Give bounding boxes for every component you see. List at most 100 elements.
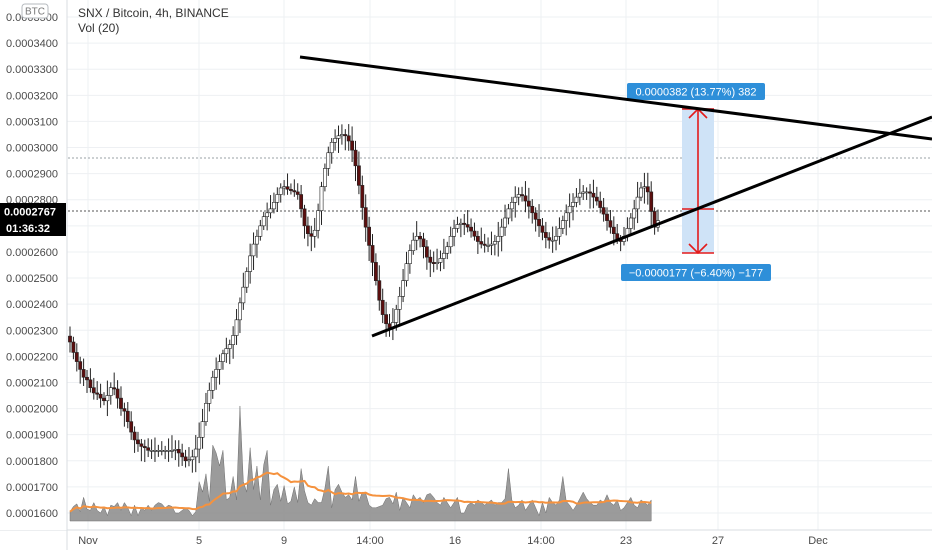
candle-bearish: [119, 397, 123, 409]
candle-bullish: [571, 202, 575, 207]
candle-bullish: [227, 344, 232, 349]
symbol-title[interactable]: SNX / Bitcoin, 4h, BINANCE: [78, 6, 229, 20]
candle-bearish: [537, 219, 541, 227]
price-tick-label: 0.0001900: [6, 430, 58, 442]
candle-bullish: [340, 134, 344, 137]
candle-bullish: [441, 252, 446, 259]
candle-bearish: [649, 191, 654, 212]
candle-bearish: [176, 449, 181, 454]
candle-bearish: [523, 195, 528, 202]
candle-bullish: [414, 235, 419, 241]
candle-bearish: [343, 134, 348, 137]
candle-bullish: [550, 239, 555, 242]
candle-bullish: [564, 212, 569, 221]
measure-upper-label-bg: [627, 83, 765, 100]
lower-trendline[interactable]: [371, 115, 932, 338]
volume-area: [69, 405, 652, 522]
candle-bullish: [207, 390, 212, 404]
candle-bullish: [401, 280, 405, 297]
candle-bullish: [336, 135, 341, 139]
candle-bearish: [428, 256, 433, 263]
price-tick-label: 0.0002100: [6, 377, 58, 389]
candle-bullish: [108, 387, 113, 396]
candle-bearish: [384, 314, 388, 325]
candles-layer: [68, 124, 660, 473]
candle-bearish: [112, 387, 117, 390]
volume-indicator-label[interactable]: Vol (20): [78, 21, 119, 35]
candle-bullish: [503, 217, 507, 228]
candle-bearish: [598, 200, 603, 208]
candle-bullish: [574, 196, 579, 203]
candle-bullish: [156, 450, 161, 452]
candle-bullish: [251, 243, 256, 257]
countdown-badge: [0, 220, 66, 236]
last-price-badge: [0, 203, 66, 220]
candle-bullish: [329, 142, 334, 154]
candle-bearish: [645, 186, 650, 193]
price-tick-label: 0.0001800: [6, 456, 58, 468]
candle-bearish: [180, 452, 185, 458]
candle-bullish: [452, 228, 456, 237]
time-axis-bg: [0, 530, 932, 550]
candle-bearish: [302, 208, 307, 227]
candle-bearish: [594, 196, 599, 202]
candle-bearish: [424, 246, 429, 258]
candle-bullish: [513, 196, 518, 203]
candle-bullish: [438, 258, 443, 263]
candle-bullish: [170, 450, 174, 452]
candle-bearish: [129, 421, 134, 433]
candle-bullish: [190, 456, 195, 461]
candle-bullish: [554, 235, 558, 241]
time-tick-label: 16: [449, 535, 461, 547]
candle-bearish: [142, 446, 147, 449]
candle-bullish: [173, 449, 178, 451]
currency-badge-label: BTC: [25, 7, 45, 18]
candle-bullish: [458, 222, 463, 225]
candle-bearish: [183, 456, 188, 462]
candle-bearish: [465, 224, 470, 228]
candle-bullish: [197, 436, 202, 450]
candle-bullish: [231, 335, 236, 345]
upper-trendline[interactable]: [299, 55, 932, 141]
candle-bullish: [397, 296, 402, 310]
candle-bearish: [363, 207, 368, 228]
candle-bullish: [639, 187, 643, 198]
candle-bullish: [105, 395, 110, 402]
candle-bearish: [588, 191, 592, 194]
price-tick-label: 0.0003400: [6, 38, 58, 50]
candle-bearish: [377, 280, 382, 301]
candle-bullish: [268, 208, 273, 214]
time-tick-label: 9: [281, 535, 287, 547]
candle-bearish: [136, 439, 140, 445]
candle-bearish: [431, 262, 436, 264]
time-tick-label: 5: [196, 535, 202, 547]
candle-countdown: 01:36:32: [6, 223, 50, 235]
candle-bullish: [489, 243, 494, 246]
candle-bearish: [78, 361, 83, 370]
candle-bullish: [642, 186, 647, 189]
candle-bearish: [373, 262, 378, 281]
candle-bearish: [122, 408, 127, 412]
candle-bullish: [316, 210, 321, 231]
time-tick-label: Nov: [78, 535, 98, 547]
price-tick-label: 0.0002300: [6, 325, 58, 337]
candle-bullish: [282, 186, 287, 189]
candle-bullish: [448, 235, 453, 248]
grid-lines: [67, 0, 932, 530]
price-tick-label: 0.0002600: [6, 247, 58, 259]
candle-bearish: [95, 392, 100, 395]
last-price-value: 0.0002767: [4, 207, 56, 219]
price-tick-label: 0.0002500: [6, 273, 58, 285]
price-tick-label: 0.0003000: [6, 143, 58, 155]
currency-badge[interactable]: [21, 3, 49, 19]
candle-bullish: [244, 271, 249, 288]
measure-tool[interactable]: 0.0000382 (13.77%) 382 −0.0000177 (−6.40…: [621, 83, 771, 281]
candle-bearish: [530, 205, 535, 214]
price-tick-label: 0.0002200: [6, 351, 58, 363]
candle-bullish: [486, 245, 490, 247]
candle-bearish: [591, 192, 596, 198]
candle-bearish: [146, 447, 151, 451]
candle-bearish: [472, 230, 477, 237]
